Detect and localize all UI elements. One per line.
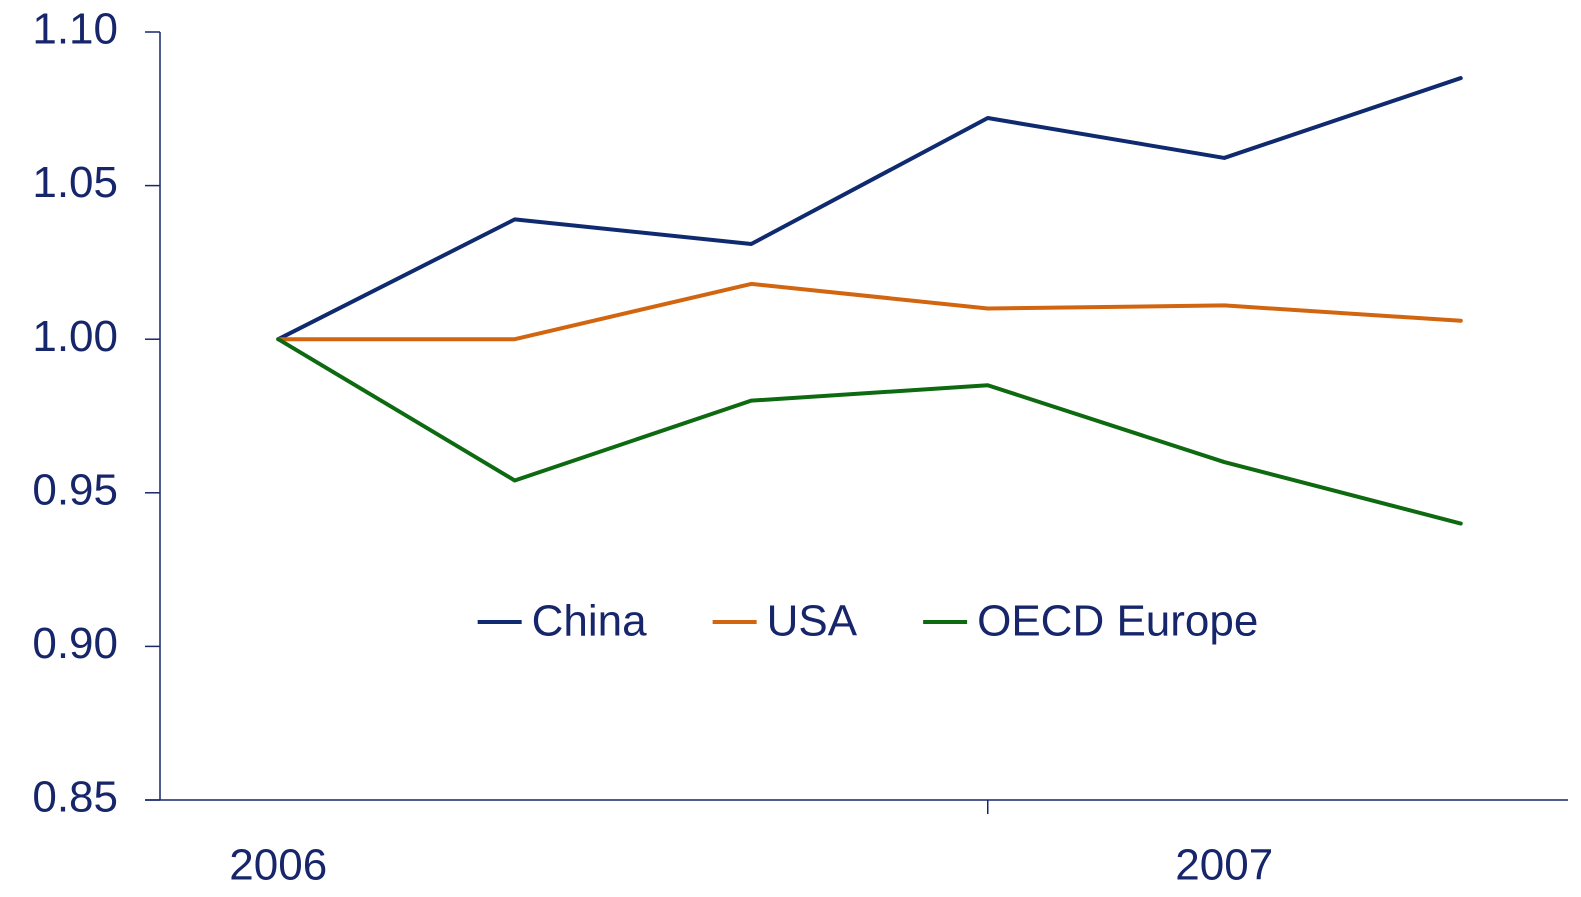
- legend-label: USA: [767, 597, 858, 646]
- line-series: [276, 76, 1463, 342]
- y-tick-label: 1.00: [32, 312, 118, 361]
- legend-label: China: [532, 597, 647, 646]
- x-tick-label: 2007: [1175, 841, 1273, 890]
- y-tick-label: 0.85: [32, 773, 118, 822]
- y-tick-label: 1.10: [32, 5, 118, 54]
- line-series: [276, 281, 1463, 342]
- legend-label: OECD Europe: [977, 597, 1258, 646]
- x-tick-label: 2006: [229, 841, 327, 890]
- y-tick-label: 1.05: [32, 158, 118, 207]
- y-tick-label: 0.95: [32, 465, 118, 514]
- y-tick-label: 0.90: [32, 619, 118, 668]
- line-series: [276, 337, 1463, 526]
